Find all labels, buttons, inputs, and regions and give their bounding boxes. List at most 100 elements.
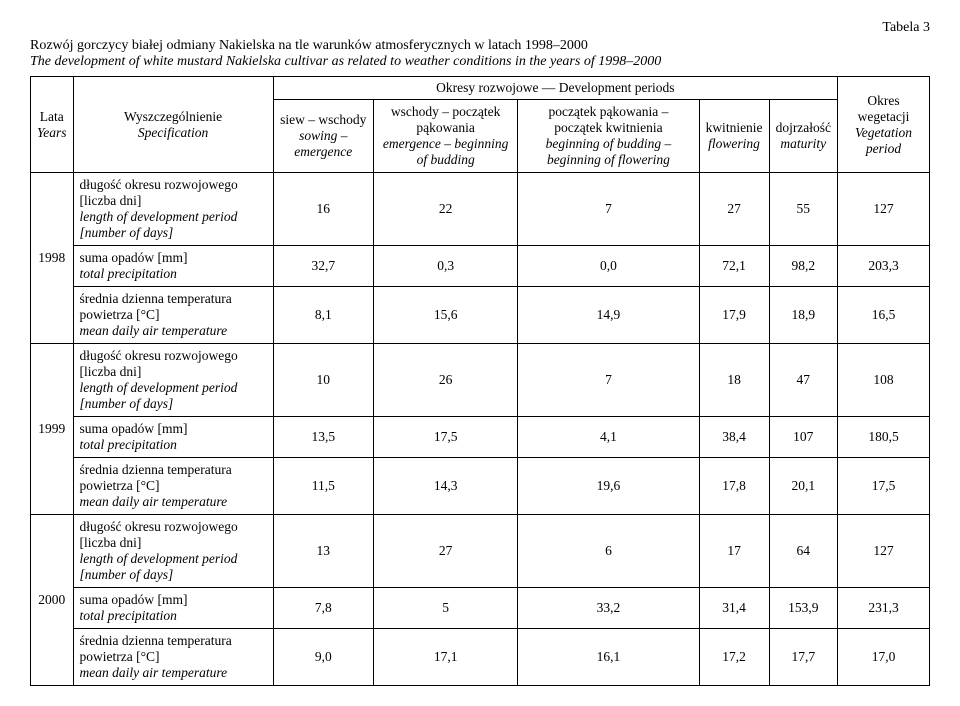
cell: 64 bbox=[769, 515, 837, 588]
col-c5-pl: dojrzałość bbox=[776, 120, 831, 135]
spec-pl: suma opadów [mm] bbox=[80, 592, 188, 607]
periods-caption: Okresy rozwojowe — Development periods bbox=[273, 77, 837, 100]
cell: 7 bbox=[518, 173, 699, 246]
cell: 11,5 bbox=[273, 458, 373, 515]
col-veg: Okres wegetacji Vegetation period bbox=[838, 77, 930, 173]
cell: 0,3 bbox=[373, 246, 517, 287]
spec-cell: suma opadów [mm] total precipitation bbox=[73, 417, 273, 458]
cell: 127 bbox=[838, 515, 930, 588]
year-cell: 1999 bbox=[31, 344, 74, 515]
cell: 31,4 bbox=[699, 588, 769, 629]
cell: 231,3 bbox=[838, 588, 930, 629]
spec-en: mean daily air temperature bbox=[80, 494, 228, 509]
cell: 20,1 bbox=[769, 458, 837, 515]
cell: 16,1 bbox=[518, 629, 699, 686]
cell: 18 bbox=[699, 344, 769, 417]
cell: 127 bbox=[838, 173, 930, 246]
col-veg-en: Vegetation period bbox=[855, 125, 912, 156]
col-c5: dojrzałość maturity bbox=[769, 100, 837, 173]
col-veg-pl: Okres wegetacji bbox=[858, 93, 910, 124]
spec-cell: średnia dzienna temperatura powietrza [°… bbox=[73, 629, 273, 686]
cell: 27 bbox=[699, 173, 769, 246]
cell: 14,3 bbox=[373, 458, 517, 515]
spec-en: length of development period [number of … bbox=[80, 380, 238, 411]
cell: 107 bbox=[769, 417, 837, 458]
cell: 16,5 bbox=[838, 287, 930, 344]
cell: 18,9 bbox=[769, 287, 837, 344]
spec-cell: średnia dzienna temperatura powietrza [°… bbox=[73, 458, 273, 515]
cell: 4,1 bbox=[518, 417, 699, 458]
cell: 17,8 bbox=[699, 458, 769, 515]
cell: 17,9 bbox=[699, 287, 769, 344]
col-years: Lata Years bbox=[31, 77, 74, 173]
col-spec: Wyszczególnienie Specification bbox=[73, 77, 273, 173]
spec-en: total precipitation bbox=[80, 437, 177, 452]
spec-pl: długość okresu rozwojowego [liczba dni] bbox=[80, 348, 238, 379]
spec-cell: suma opadów [mm] total precipitation bbox=[73, 246, 273, 287]
spec-pl: długość okresu rozwojowego [liczba dni] bbox=[80, 177, 238, 208]
cell: 17,7 bbox=[769, 629, 837, 686]
col-c1-en: sowing – emergence bbox=[294, 128, 352, 159]
title-pl: Rozwój gorczycy białej odmiany Nakielska… bbox=[30, 38, 930, 54]
title-block: Rozwój gorczycy białej odmiany Nakielska… bbox=[30, 38, 930, 70]
cell: 38,4 bbox=[699, 417, 769, 458]
col-c1-pl: siew – wschody bbox=[280, 112, 366, 127]
spec-pl: średnia dzienna temperatura powietrza [°… bbox=[80, 291, 232, 322]
spec-cell: długość okresu rozwojowego [liczba dni] … bbox=[73, 515, 273, 588]
cell: 180,5 bbox=[838, 417, 930, 458]
cell: 153,9 bbox=[769, 588, 837, 629]
cell: 14,9 bbox=[518, 287, 699, 344]
cell: 26 bbox=[373, 344, 517, 417]
spec-cell: średnia dzienna temperatura powietrza [°… bbox=[73, 287, 273, 344]
col-c3-en: beginning of budding – beginning of flow… bbox=[546, 136, 672, 167]
cell: 17,2 bbox=[699, 629, 769, 686]
cell: 17 bbox=[699, 515, 769, 588]
cell: 9,0 bbox=[273, 629, 373, 686]
col-c5-en: maturity bbox=[780, 136, 826, 151]
cell: 108 bbox=[838, 344, 930, 417]
title-en: The development of white mustard Nakiels… bbox=[30, 54, 930, 70]
cell: 55 bbox=[769, 173, 837, 246]
spec-cell: suma opadów [mm] total precipitation bbox=[73, 588, 273, 629]
year-cell: 1998 bbox=[31, 173, 74, 344]
cell: 7 bbox=[518, 344, 699, 417]
col-c4: kwitnienie flowering bbox=[699, 100, 769, 173]
cell: 13 bbox=[273, 515, 373, 588]
spec-pl: suma opadów [mm] bbox=[80, 250, 188, 265]
cell: 98,2 bbox=[769, 246, 837, 287]
col-c3: początek pąkowania – początek kwitnienia… bbox=[518, 100, 699, 173]
cell: 32,7 bbox=[273, 246, 373, 287]
col-years-en: Years bbox=[37, 125, 67, 140]
cell: 22 bbox=[373, 173, 517, 246]
spec-en: total precipitation bbox=[80, 266, 177, 281]
cell: 8,1 bbox=[273, 287, 373, 344]
spec-pl: długość okresu rozwojowego [liczba dni] bbox=[80, 519, 238, 550]
col-c2: wschody – początek pąkowania emergence –… bbox=[373, 100, 517, 173]
col-c2-en: emergence – beginning of budding bbox=[383, 136, 508, 167]
cell: 19,6 bbox=[518, 458, 699, 515]
col-c4-en: flowering bbox=[708, 136, 760, 151]
cell: 27 bbox=[373, 515, 517, 588]
cell: 17,0 bbox=[838, 629, 930, 686]
periods-caption-text: Okresy rozwojowe — Development periods bbox=[436, 80, 674, 95]
col-c4-pl: kwitnienie bbox=[706, 120, 763, 135]
table-number: Tabela 3 bbox=[30, 20, 930, 36]
cell: 72,1 bbox=[699, 246, 769, 287]
spec-cell: długość okresu rozwojowego [liczba dni] … bbox=[73, 344, 273, 417]
spec-pl: średnia dzienna temperatura powietrza [°… bbox=[80, 633, 232, 664]
spec-en: total precipitation bbox=[80, 608, 177, 623]
cell: 47 bbox=[769, 344, 837, 417]
cell: 17,1 bbox=[373, 629, 517, 686]
data-table: Lata Years Wyszczególnienie Specificatio… bbox=[30, 76, 930, 686]
spec-cell: długość okresu rozwojowego [liczba dni] … bbox=[73, 173, 273, 246]
col-spec-en: Specification bbox=[138, 125, 208, 140]
cell: 10 bbox=[273, 344, 373, 417]
col-c3-pl: początek pąkowania – początek kwitnienia bbox=[548, 104, 668, 135]
col-c2-pl: wschody – początek pąkowania bbox=[391, 104, 500, 135]
cell: 0,0 bbox=[518, 246, 699, 287]
cell: 203,3 bbox=[838, 246, 930, 287]
cell: 17,5 bbox=[838, 458, 930, 515]
spec-en: mean daily air temperature bbox=[80, 665, 228, 680]
spec-en: length of development period [number of … bbox=[80, 551, 238, 582]
cell: 16 bbox=[273, 173, 373, 246]
